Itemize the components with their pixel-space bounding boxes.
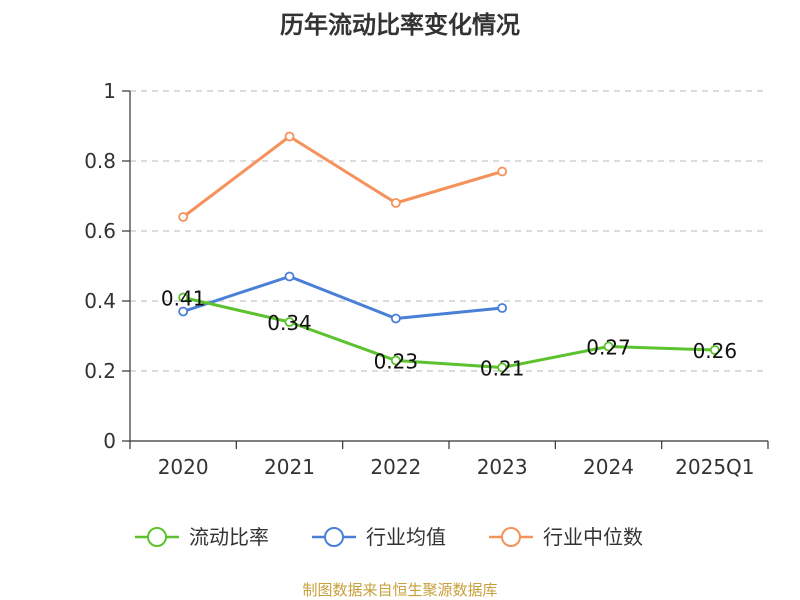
data-label: 0.23 <box>374 350 419 374</box>
x-tick-label: 2024 <box>583 455 634 479</box>
legend-marker <box>324 527 344 547</box>
data-label: 0.34 <box>267 311 312 335</box>
series-group <box>178 131 720 373</box>
series-point <box>284 131 295 142</box>
y-tick-label: 0.8 <box>84 149 116 173</box>
y-tick-label: 0.2 <box>84 359 116 383</box>
legend: 流动比率 行业均值 行业中位数 <box>135 525 643 549</box>
series-point <box>709 345 720 355</box>
series-line <box>182 275 503 320</box>
data-labels: 0.41 0.34 0.23 0.21 0.27 0.26 <box>161 287 737 381</box>
data-label: 0.21 <box>480 357 525 381</box>
legend-label: 行业均值 <box>366 525 446 549</box>
x-tick-label: 2021 <box>264 455 315 479</box>
y-tick-label: 0 <box>103 429 116 453</box>
series-point <box>497 303 508 313</box>
y-tick-label: 1 <box>103 79 116 103</box>
series-point <box>603 341 614 352</box>
series-point <box>284 271 295 282</box>
chart-title: 历年流动比率变化情况 <box>280 11 520 39</box>
x-tick-label: 2022 <box>370 455 421 479</box>
x-tick-label: 2020 <box>158 455 209 479</box>
legend-marker <box>147 527 167 547</box>
series-point <box>178 212 189 222</box>
x-tick-label: 2025Q1 <box>675 455 754 479</box>
series-line <box>182 135 503 219</box>
series-point <box>497 362 508 373</box>
data-label: 0.27 <box>586 336 631 360</box>
series-point <box>178 292 189 303</box>
legend-label: 流动比率 <box>189 525 269 549</box>
legend-label: 行业中位数 <box>543 525 643 549</box>
y-tick-label: 0.4 <box>84 289 116 313</box>
source-note: 制图数据来自恒生聚源数据库 <box>302 581 497 599</box>
data-label: 0.26 <box>693 339 738 363</box>
series-point <box>497 166 508 177</box>
series-point <box>390 355 401 366</box>
axes: 0 0.2 0.4 0.6 0.8 1 2020 2021 2022 2023 2024 2025Q1 <box>84 79 769 479</box>
series-point <box>390 198 401 208</box>
series-line <box>182 296 715 369</box>
series-point <box>178 306 189 317</box>
legend-marker <box>501 527 521 547</box>
grid-lines <box>130 90 768 372</box>
x-tick-label: 2023 <box>477 455 528 479</box>
data-label: 0.41 <box>161 287 206 311</box>
series-point <box>390 313 401 324</box>
y-tick-label: 0.6 <box>84 219 116 243</box>
series-point <box>284 317 295 327</box>
